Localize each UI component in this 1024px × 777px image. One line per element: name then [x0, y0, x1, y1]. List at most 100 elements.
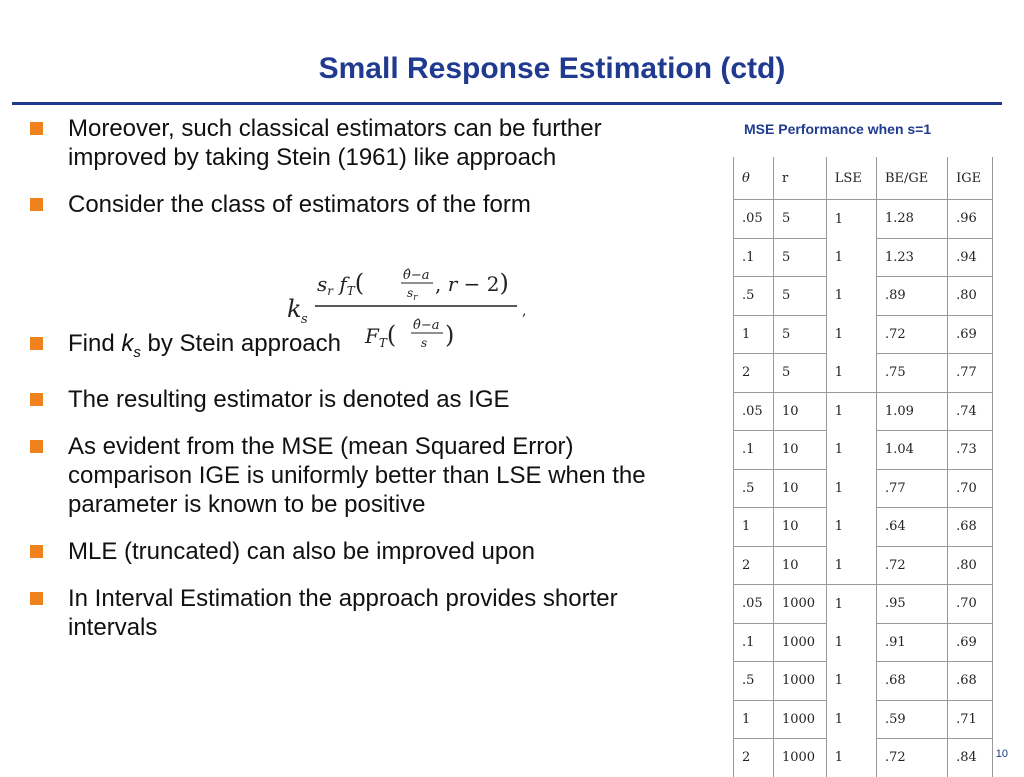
- table-cell: 1: [733, 507, 774, 546]
- formula-sub-s: s: [301, 312, 308, 327]
- table-cell: 1: [826, 623, 877, 662]
- table-cell: 1: [826, 546, 877, 585]
- table-cell: 1: [826, 584, 877, 623]
- formula-num-frac-top: θ̂−a: [403, 268, 429, 283]
- bullet-marker-icon: [30, 337, 43, 350]
- table-cell: 1.23: [876, 237, 949, 277]
- table-row: .5 5 1.89.80: [733, 276, 993, 315]
- table-cell: .70: [947, 584, 993, 623]
- mse-table-container: θ r LSE BE/GE IGE .05 5 1 1.28.96.1 5 1 1.23.9…: [733, 157, 993, 777]
- table-cell: 10: [773, 468, 827, 508]
- mse-table: θ r LSE BE/GE IGE .05 5 1 1.28.96.1 5 1 1.23.9…: [733, 157, 993, 777]
- title-rule: [12, 102, 1002, 105]
- table-cell: 1: [826, 738, 877, 777]
- table-cell: .68: [947, 507, 993, 546]
- bullet-marker-icon: [30, 198, 43, 211]
- bullet-item: In Interval Estimation the approach prov…: [30, 584, 690, 642]
- table-row: .05 5 1 1.28.96: [733, 199, 993, 238]
- header-r: r: [773, 157, 827, 200]
- table-cell: 5: [773, 353, 827, 392]
- table-cell: .75: [876, 353, 949, 392]
- table-cell: 10: [773, 507, 827, 546]
- table-row: 1 5 1.72.69: [733, 314, 993, 354]
- table-cell: 2: [733, 738, 774, 777]
- formula-k: k: [287, 295, 302, 323]
- bullet-marker-icon: [30, 544, 43, 558]
- table-cell: 1.09: [876, 391, 949, 431]
- header-be-ge: BE/GE: [876, 157, 949, 200]
- table-row: 2 5 1.75.77: [733, 353, 993, 392]
- table-cell: 10: [773, 430, 827, 469]
- table-row: .1 10 1 1.04.73: [733, 430, 993, 469]
- table-cell: 1000: [773, 661, 827, 700]
- table-caption: MSE Performance when s=1: [744, 121, 932, 137]
- table-cell: 1: [826, 199, 877, 238]
- table-cell: .94: [947, 237, 993, 277]
- header-theta: θ: [733, 157, 774, 200]
- table-cell: 1000: [773, 622, 827, 662]
- formula-num-frac-bottom: sr: [407, 286, 418, 303]
- table-cell: .71: [947, 699, 993, 739]
- table-row: .5 10 1.77.70: [733, 468, 993, 508]
- table-cell: .5: [733, 468, 774, 508]
- table-cell: .84: [947, 738, 993, 777]
- table-cell: 1: [826, 661, 877, 700]
- table-row: 2 1000 1.72.84: [733, 738, 993, 777]
- table-cell: 1.28: [876, 199, 949, 238]
- bullet-list: Moreover, such classical estimators can …: [30, 114, 690, 660]
- table-cell: .72: [876, 738, 949, 777]
- table-cell: .96: [947, 199, 993, 238]
- table-cell: 1000: [773, 699, 827, 739]
- page-number: 10: [995, 748, 1008, 760]
- bullet-item: Find ks by Stein approach: [30, 329, 690, 367]
- table-cell: 1.04: [876, 430, 949, 469]
- table-cell: 1: [826, 353, 877, 392]
- bullet-item: The resulting estimator is denoted as IG…: [30, 385, 690, 414]
- bullet-item: Moreover, such classical estimators can …: [30, 114, 690, 172]
- table-cell: 1: [826, 700, 877, 739]
- table-row: .1 5 1 1.23.94: [733, 237, 993, 277]
- table-cell: .5: [733, 276, 774, 315]
- table-cell: .05: [733, 584, 774, 623]
- table-cell: .1: [733, 237, 774, 277]
- table-cell: 1: [733, 314, 774, 354]
- table-cell: 1: [826, 315, 877, 354]
- table-cell: 1: [826, 430, 877, 469]
- table-cell: 1: [826, 276, 877, 315]
- table-cell: .91: [876, 622, 949, 662]
- formula-comma: ,: [522, 303, 526, 319]
- header-ige: IGE: [947, 157, 993, 200]
- table-cell: .72: [876, 314, 949, 354]
- table-cell: .1: [733, 430, 774, 469]
- formula-denominator: FT(: [364, 321, 396, 350]
- table-cell: 10: [773, 391, 827, 431]
- table-cell: .68: [947, 661, 993, 700]
- table-cell: .74: [947, 391, 993, 431]
- table-header-row: θ r LSE BE/GE IGE: [733, 157, 993, 200]
- table-cell: 5: [773, 199, 827, 238]
- table-cell: 5: [773, 276, 827, 315]
- table-cell: 1000: [773, 738, 827, 777]
- table-cell: .1: [733, 622, 774, 662]
- table-row: .05 1000 1.95.70: [733, 584, 993, 623]
- table-cell: .68: [876, 661, 949, 700]
- table-cell: 1: [826, 507, 877, 546]
- table-cell: 1: [826, 469, 877, 508]
- bullet-item: As evident from the MSE (mean Squared Er…: [30, 432, 690, 519]
- table-cell: .80: [947, 276, 993, 315]
- bullet-marker-icon: [30, 591, 43, 605]
- table-cell: 1: [733, 699, 774, 739]
- formula-den-close: ): [445, 321, 454, 349]
- table-cell: 5: [773, 314, 827, 354]
- table-cell: .5: [733, 661, 774, 700]
- formula-numerator: sr fT(: [317, 269, 364, 298]
- formula-num-tail: , r − 2): [435, 269, 509, 297]
- table-cell: .72: [876, 545, 949, 585]
- table-cell: 1: [826, 391, 877, 431]
- table-row: 2 10 1.72.80: [733, 545, 993, 585]
- table-cell: .70: [947, 468, 993, 508]
- bullet-item: MLE (truncated) can also be improved upo…: [30, 537, 690, 566]
- formula-den-frac-bottom: s: [421, 336, 427, 350]
- bullet-marker-icon: [30, 122, 43, 135]
- table-cell: .77: [947, 353, 993, 392]
